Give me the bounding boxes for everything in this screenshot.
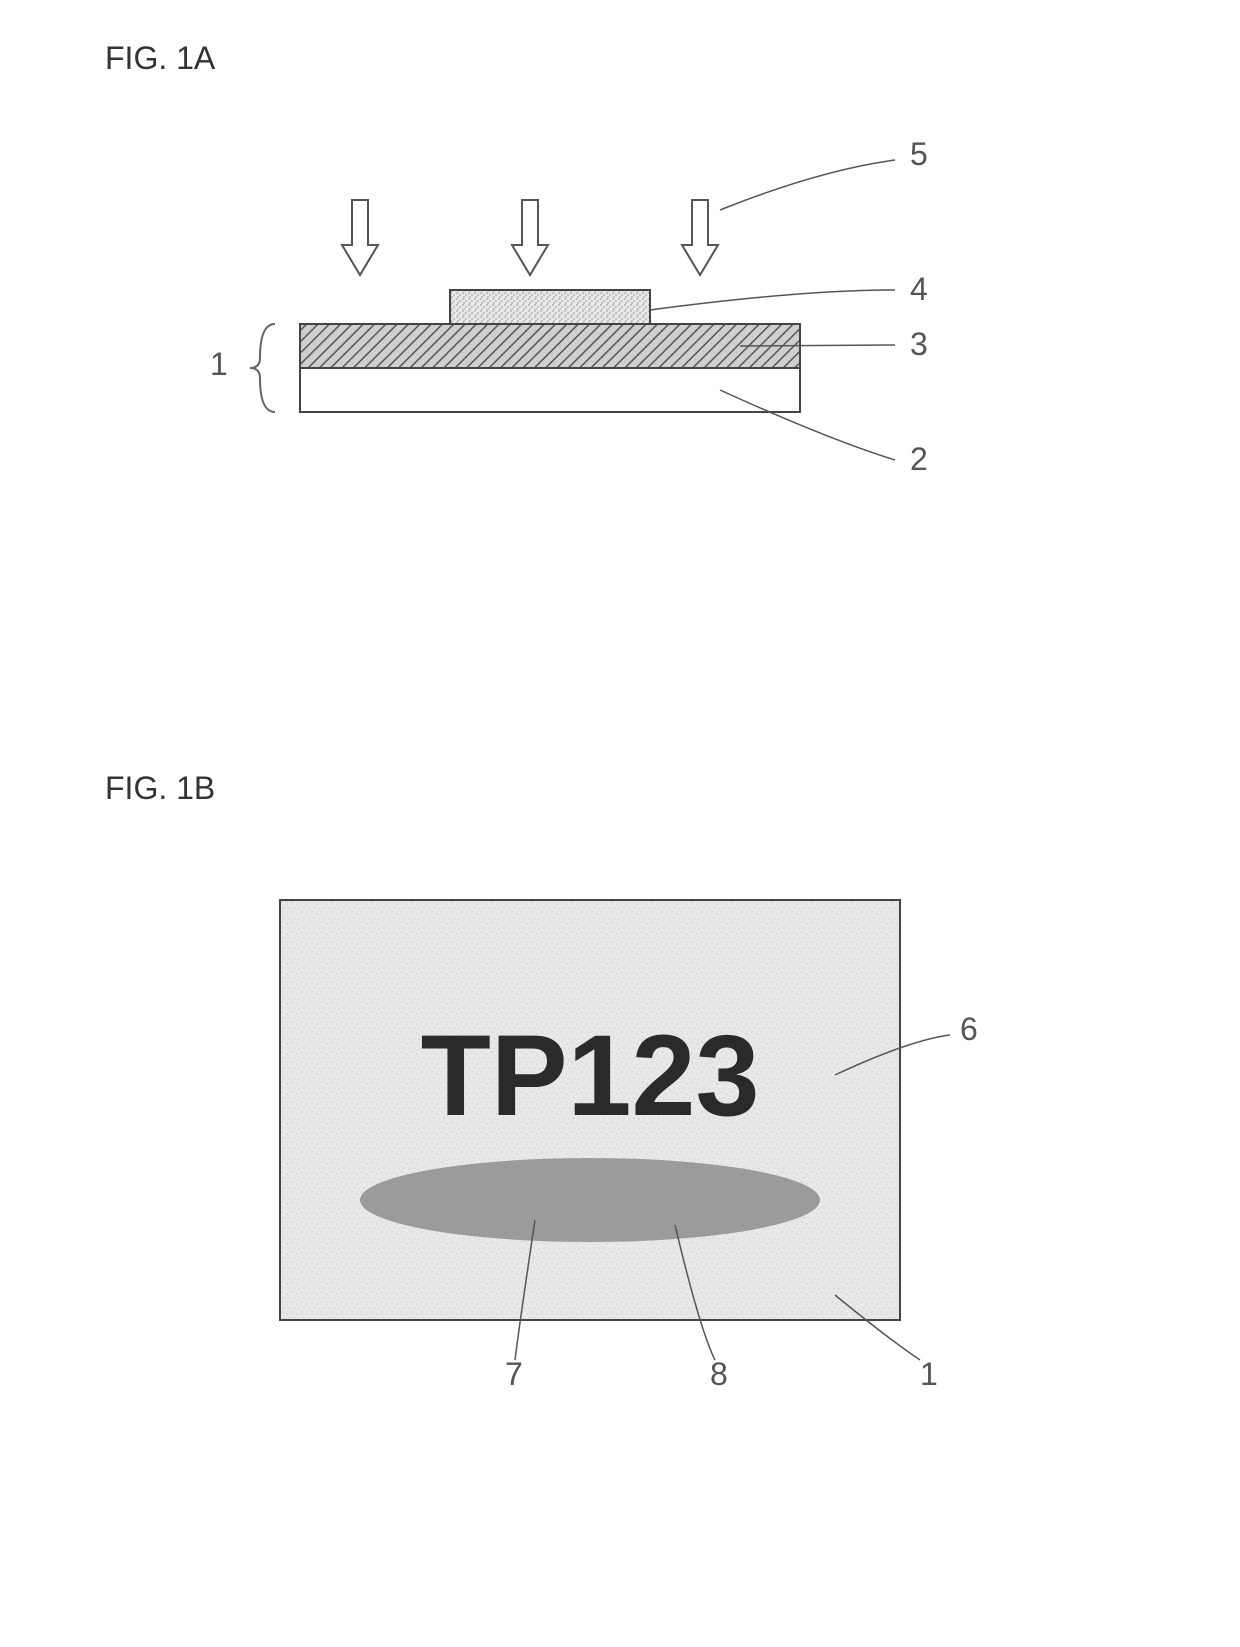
substrate-layer <box>300 368 800 412</box>
down-arrow-icon <box>682 200 718 275</box>
callout-number: 8 <box>710 1356 728 1392</box>
callout-number: 5 <box>910 136 928 172</box>
callout-line <box>720 160 895 210</box>
callout-number: 2 <box>910 441 928 477</box>
down-arrow-icon <box>512 200 548 275</box>
callout-number: 4 <box>910 271 928 307</box>
figure-a-label: FIG. 1A <box>105 40 215 77</box>
figure-b-label: FIG. 1B <box>105 770 215 807</box>
down-arrow-icon <box>342 200 378 275</box>
callout-number: 1 <box>210 346 228 382</box>
callout-number: 7 <box>505 1356 523 1392</box>
page: FIG. 1A <box>0 0 1240 1647</box>
top-block-layer <box>450 290 650 324</box>
figure-b-svg: TP123 6 8 7 1 <box>280 900 1040 1440</box>
figure-a-svg: 15432 <box>300 160 1020 560</box>
brace-icon <box>250 324 275 412</box>
figure-a-diagram: 15432 <box>300 160 1000 560</box>
callout-line <box>650 290 895 310</box>
callout-number: 3 <box>910 326 928 362</box>
mark-text: TP123 <box>421 1012 760 1140</box>
callout-number: 1 <box>920 1356 938 1392</box>
callout-line <box>740 345 895 346</box>
ellipse-shadow <box>360 1158 820 1242</box>
hatched-layer <box>300 324 800 368</box>
callout-number: 6 <box>960 1011 978 1047</box>
figure-b-diagram: TP1236871 <box>280 900 900 1320</box>
